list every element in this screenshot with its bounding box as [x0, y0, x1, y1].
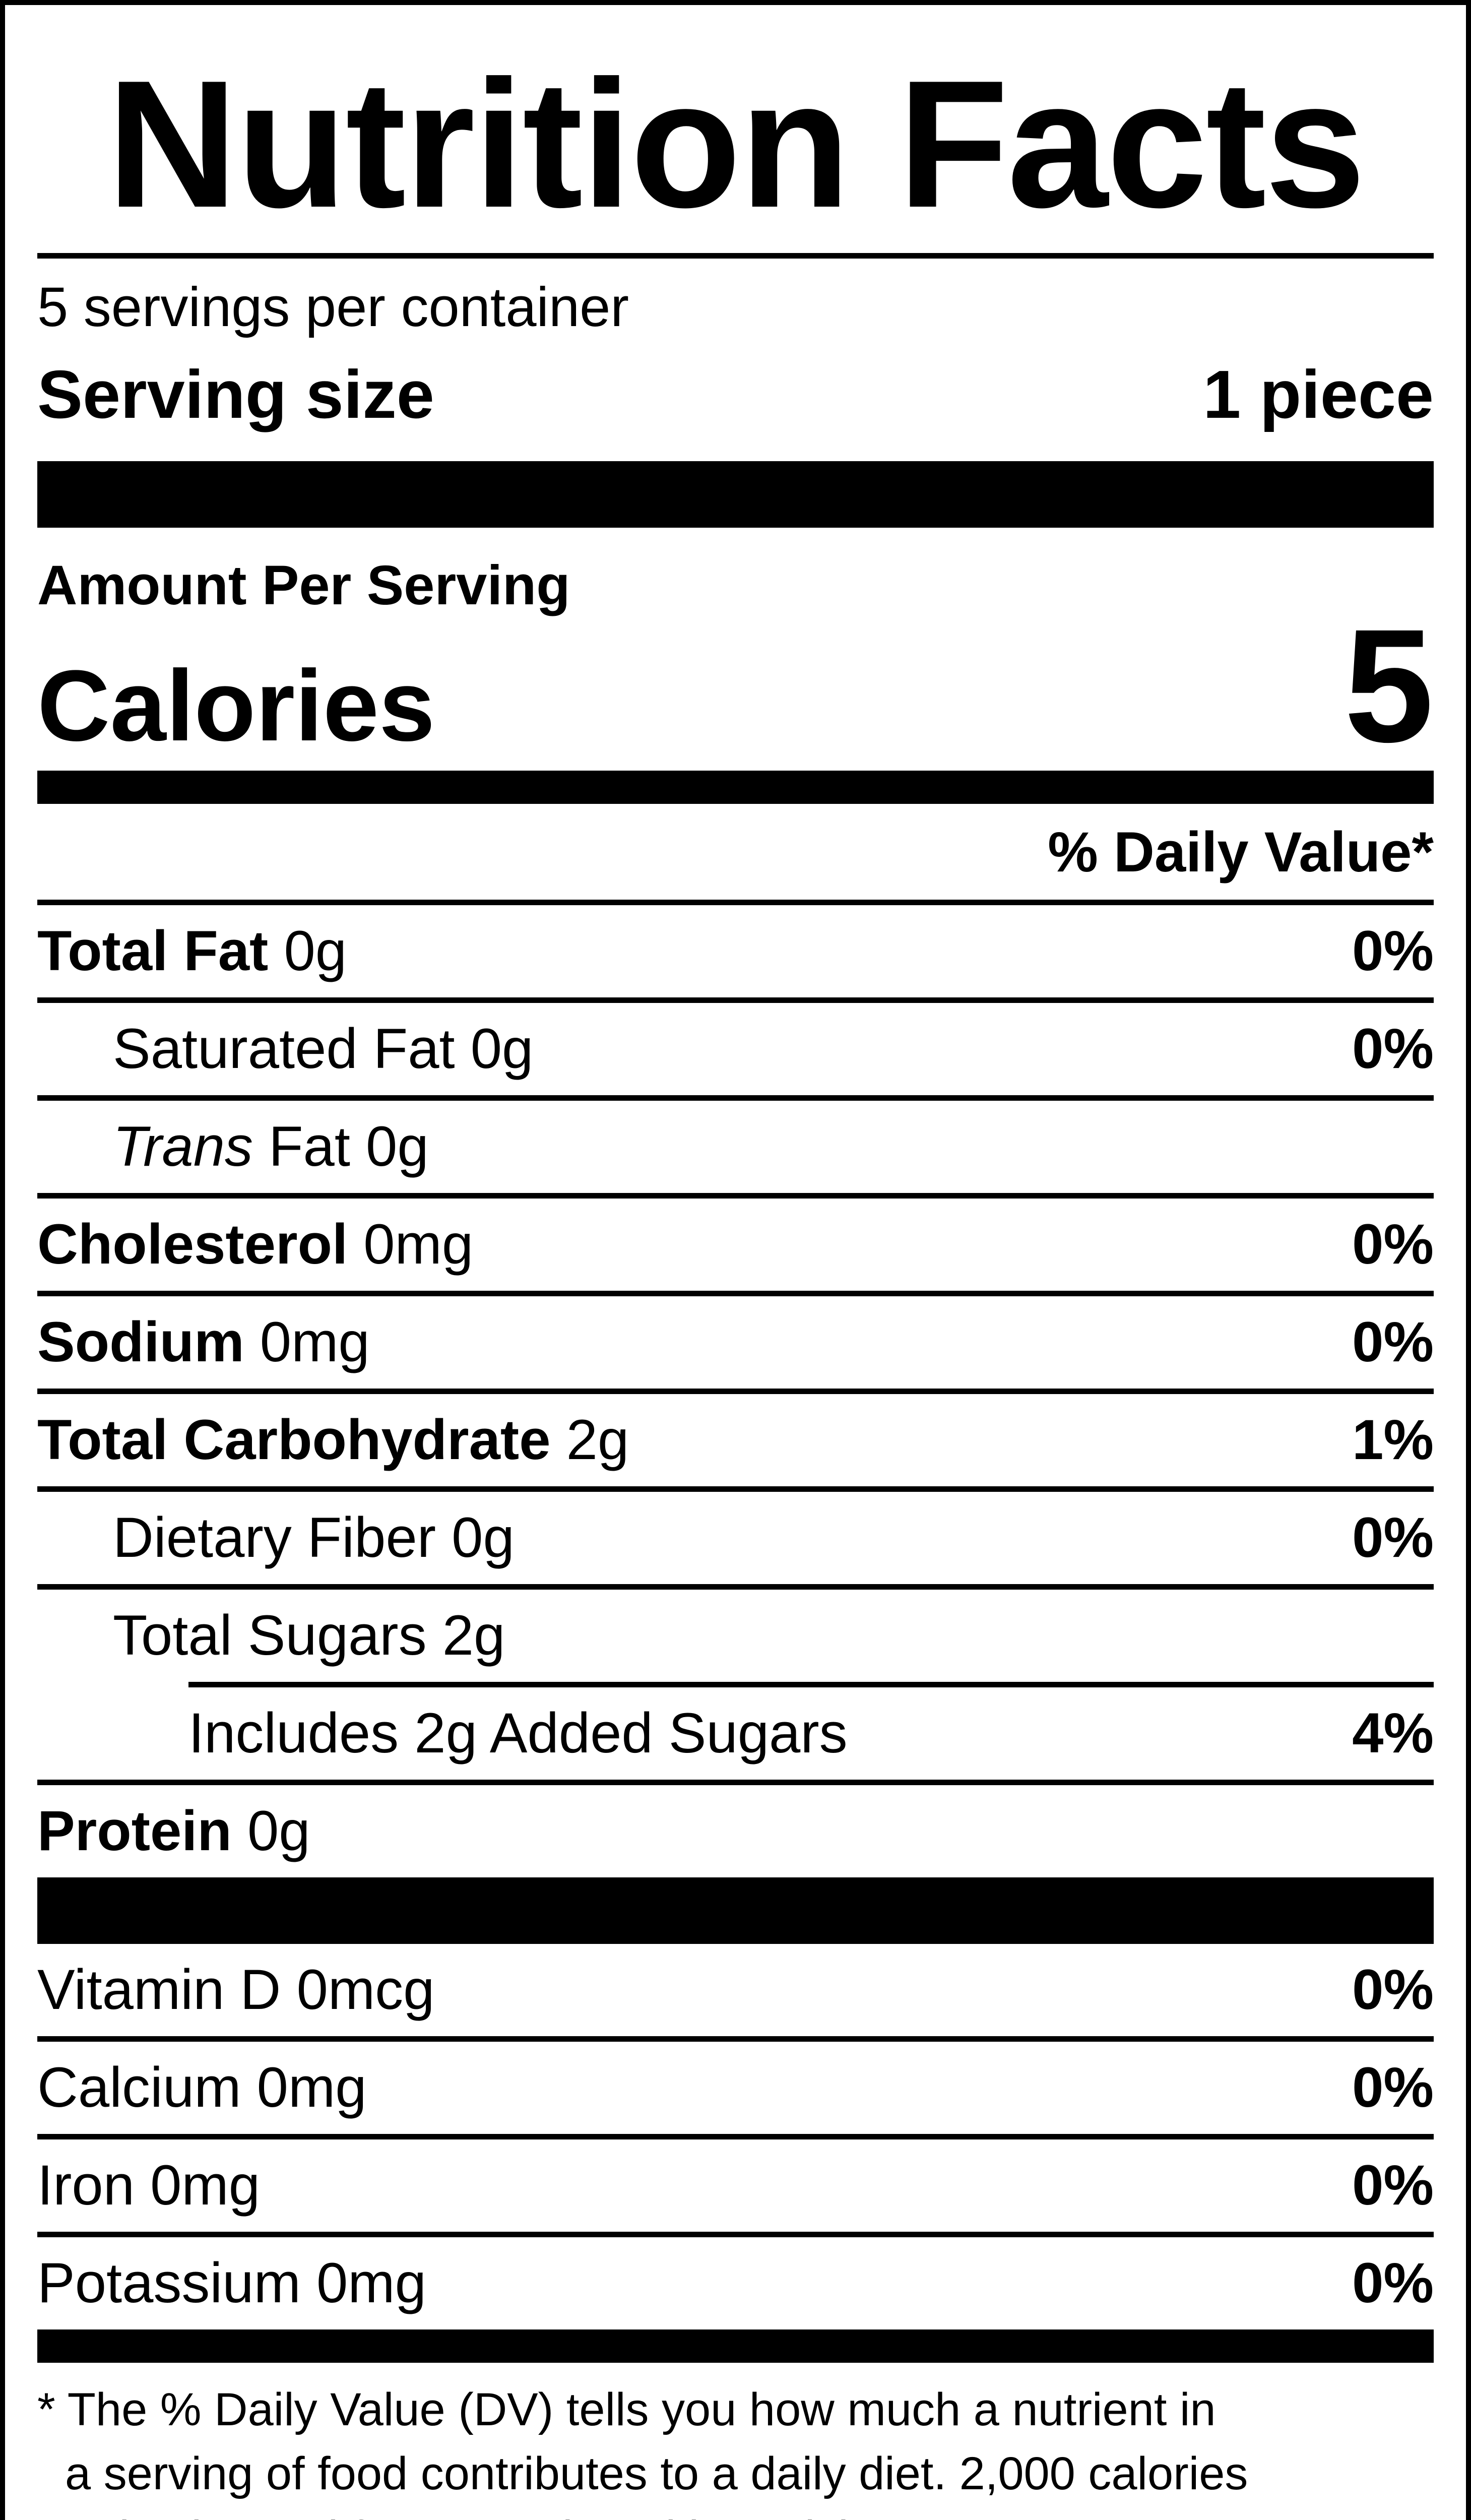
- daily-value: 0%: [1352, 2056, 1434, 2119]
- separator-bar-medium: [37, 2329, 1434, 2363]
- footnote-line: * The % Daily Value (DV) tells you how m…: [37, 2384, 1216, 2436]
- amount-per-serving: Amount Per Serving: [37, 554, 570, 616]
- vitamin-row-vitamin-d: Vitamin D 0mcg 0%: [37, 1944, 1434, 2036]
- vitamin-row-potassium: Potassium 0mg 0%: [37, 2232, 1434, 2329]
- nutrient-name: Cholesterol 0mg: [37, 1213, 474, 1276]
- separator-bar-thick: [37, 1877, 1434, 1944]
- daily-value: 0%: [1352, 1310, 1434, 1374]
- nutrient-row-protein: Protein 0g: [37, 1780, 1434, 1877]
- nutrient-name: Trans Fat 0g: [113, 1115, 429, 1178]
- nutrient-row-dietary-fiber: Dietary Fiber 0g 0%: [37, 1486, 1434, 1584]
- vitamin-name: Potassium 0mg: [37, 2251, 426, 2315]
- nutrient-row-total-fat: Total Fat 0g 0%: [37, 905, 1434, 997]
- title-rule: [37, 253, 1434, 259]
- servings-per-container: 5 servings per container: [37, 276, 629, 338]
- calories-label: Calories: [37, 650, 435, 763]
- nutrient-row-total-sugars: Total Sugars 2g: [37, 1584, 1434, 1682]
- daily-value: 0%: [1352, 1213, 1434, 1276]
- label-title: Nutrition Facts: [106, 43, 1366, 245]
- nutrient-name: Includes 2g Added Sugars: [188, 1702, 848, 1765]
- footnote-line: a serving of food contributes to a daily…: [65, 2448, 1248, 2500]
- vitamin-row-iron: Iron 0mg 0%: [37, 2134, 1434, 2232]
- serving-size-row: Serving size 1 piece: [37, 360, 1434, 428]
- nutrient-row-added-sugars: Includes 2g Added Sugars 4%: [188, 1682, 1434, 1780]
- nutrient-row-sodium: Sodium 0mg 0%: [37, 1291, 1434, 1389]
- vitamin-row-calcium: Calcium 0mg 0%: [37, 2036, 1434, 2134]
- nutrient-row-total-carbohydrate: Total Carbohydrate 2g 1%: [37, 1389, 1434, 1486]
- separator-bar-medium: [37, 771, 1434, 804]
- nutrient-row-trans-fat: Trans Fat 0g: [37, 1095, 1434, 1193]
- daily-value: 0%: [1352, 2251, 1434, 2315]
- daily-value-rule: [37, 900, 1434, 906]
- vitamin-name: Vitamin D 0mcg: [37, 1958, 435, 2022]
- footnote: * The % Daily Value (DV) tells you how m…: [37, 2378, 1434, 2520]
- daily-value: 0%: [1352, 1506, 1434, 1569]
- nutrient-rows: Total Fat 0g 0% Saturated Fat 0g 0% Tran…: [37, 905, 1434, 1877]
- daily-value: 0%: [1352, 1017, 1434, 1081]
- vitamin-rows: Vitamin D 0mcg 0% Calcium 0mg 0% Iron 0m…: [37, 1944, 1434, 2329]
- calories-row: Calories 5: [37, 595, 1434, 776]
- nutrient-name: Dietary Fiber 0g: [113, 1506, 515, 1569]
- nutrient-name: Protein 0g: [37, 1799, 310, 1863]
- nutrient-name: Total Sugars 2g: [113, 1604, 505, 1667]
- nutrient-name: Total Carbohydrate 2g: [37, 1408, 629, 1472]
- daily-value: 0%: [1352, 2154, 1434, 2217]
- serving-size-value: 1 piece: [1203, 356, 1434, 432]
- daily-value: 0%: [1352, 919, 1434, 983]
- nutrient-name: Saturated Fat 0g: [113, 1017, 534, 1081]
- nutrient-name: Total Fat 0g: [37, 919, 347, 983]
- footnote-line: a day is used for general nutrition advi…: [37, 2506, 1434, 2520]
- vitamin-name: Calcium 0mg: [37, 2056, 367, 2119]
- separator-bar-thick: [37, 461, 1434, 528]
- daily-value: 0%: [1352, 1958, 1434, 2022]
- daily-value-header: % Daily Value*: [1048, 821, 1434, 884]
- nutrient-name: Sodium 0mg: [37, 1310, 370, 1374]
- vitamin-name: Iron 0mg: [37, 2154, 260, 2217]
- nutrient-row-saturated-fat: Saturated Fat 0g 0%: [37, 997, 1434, 1095]
- nutrient-row-cholesterol: Cholesterol 0mg 0%: [37, 1193, 1434, 1291]
- daily-value: 1%: [1352, 1408, 1434, 1472]
- daily-value: 4%: [1352, 1702, 1434, 1765]
- calories-value: 5: [1344, 595, 1434, 776]
- serving-size-label: Serving size: [37, 356, 434, 432]
